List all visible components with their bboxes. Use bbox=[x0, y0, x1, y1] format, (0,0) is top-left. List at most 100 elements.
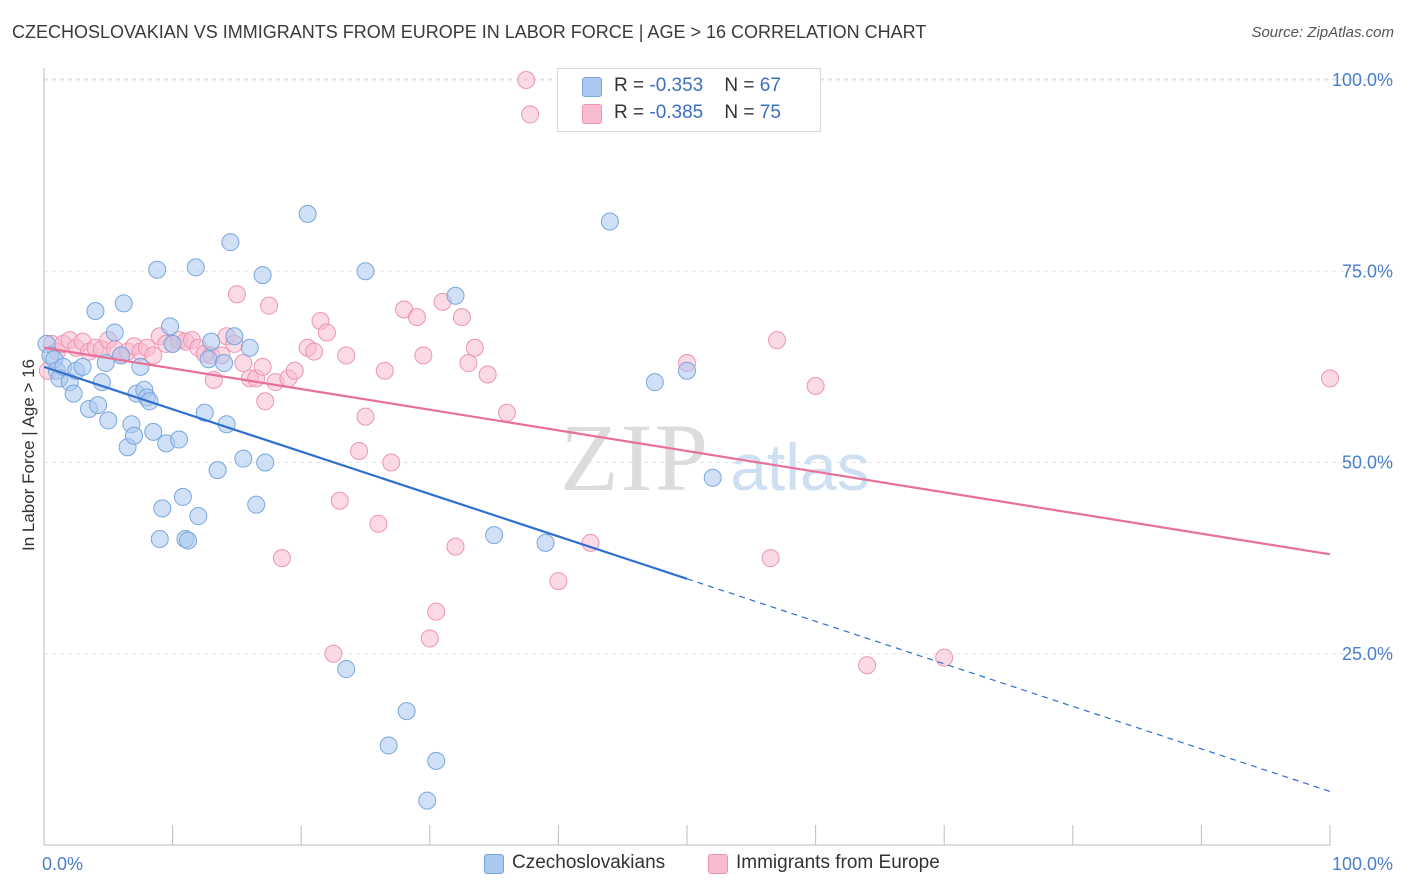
bottom-legend-swatch-blue bbox=[484, 854, 504, 874]
point-immigrants bbox=[227, 285, 246, 304]
legend-n-value-2: 75 bbox=[759, 102, 781, 123]
point-czechoslovakians bbox=[73, 357, 92, 376]
point-czechoslovakians bbox=[131, 357, 150, 376]
axes bbox=[43, 68, 1331, 846]
point-immigrants bbox=[1321, 369, 1339, 388]
point-immigrants bbox=[465, 338, 484, 357]
trend-lines bbox=[43, 346, 1331, 793]
point-czechoslovakians bbox=[234, 449, 253, 468]
legend-r-label-2: R = bbox=[614, 102, 650, 123]
point-czechoslovakians bbox=[163, 334, 182, 353]
y-tick-label: 25.0% bbox=[1342, 644, 1393, 664]
point-czechoslovakians bbox=[379, 736, 398, 755]
point-czechoslovakians bbox=[189, 507, 208, 526]
point-immigrants bbox=[317, 323, 336, 342]
watermark: ZIP atlas bbox=[560, 404, 870, 511]
point-czechoslovakians bbox=[125, 426, 144, 445]
point-czechoslovakians bbox=[86, 302, 105, 321]
point-immigrants bbox=[446, 537, 465, 556]
trend-line-czechoslovakians bbox=[43, 365, 688, 580]
point-czechoslovakians bbox=[195, 403, 214, 422]
point-immigrants bbox=[549, 572, 568, 591]
point-czechoslovakians bbox=[215, 354, 234, 373]
legend-n-label-1: N = bbox=[724, 75, 760, 96]
trend-line-czechoslovakians-extension bbox=[686, 578, 1331, 793]
point-immigrants bbox=[420, 629, 439, 648]
point-immigrants bbox=[285, 361, 304, 380]
point-czechoslovakians bbox=[105, 323, 124, 342]
point-czechoslovakians bbox=[337, 660, 356, 679]
point-immigrants bbox=[517, 71, 536, 89]
point-immigrants bbox=[253, 357, 272, 376]
point-czechoslovakians bbox=[247, 495, 266, 514]
point-immigrants bbox=[382, 453, 401, 472]
point-czechoslovakians bbox=[114, 294, 133, 313]
point-czechoslovakians bbox=[150, 530, 169, 548]
point-czechoslovakians bbox=[418, 791, 437, 810]
point-czechoslovakians bbox=[485, 526, 504, 545]
point-immigrants bbox=[260, 296, 279, 315]
point-czechoslovakians bbox=[99, 411, 118, 430]
point-czechoslovakians bbox=[397, 702, 416, 721]
point-czechoslovakians bbox=[225, 327, 244, 346]
point-czechoslovakians bbox=[240, 338, 259, 357]
stats-legend: R = -0.353 N = 67 R = -0.385 N = 75 bbox=[557, 68, 821, 132]
legend-swatch-pink bbox=[582, 104, 602, 124]
point-immigrants bbox=[305, 342, 324, 361]
point-czechoslovakians bbox=[221, 233, 240, 252]
watermark-zip: ZIP bbox=[560, 404, 710, 511]
point-czechoslovakians bbox=[202, 332, 221, 351]
point-czechoslovakians bbox=[144, 422, 163, 441]
y-axis-label: In Labor Force | Age > 16 bbox=[19, 359, 38, 551]
point-immigrants bbox=[478, 365, 497, 384]
point-czechoslovakians bbox=[356, 262, 375, 281]
chart-title: CZECHOSLOVAKIAN VS IMMIGRANTS FROM EUROP… bbox=[12, 22, 927, 42]
point-czechoslovakians bbox=[678, 361, 696, 380]
legend-r-value-1: -0.353 bbox=[649, 75, 704, 96]
point-czechoslovakians bbox=[703, 468, 722, 487]
legend-n-value-1: 67 bbox=[759, 75, 781, 96]
point-immigrants bbox=[337, 346, 356, 365]
point-czechoslovakians bbox=[179, 531, 198, 550]
point-czechoslovakians bbox=[186, 258, 205, 277]
point-immigrants bbox=[324, 644, 343, 663]
point-immigrants bbox=[581, 533, 600, 552]
point-immigrants bbox=[272, 549, 291, 568]
y-tick-label: 100.0% bbox=[1332, 70, 1393, 90]
point-immigrants bbox=[256, 392, 275, 411]
trend-line-immigrants bbox=[43, 346, 1331, 556]
source-label: Source: ZipAtlas.com bbox=[1251, 24, 1394, 41]
bottom-legend-swatch-pink bbox=[708, 854, 728, 874]
y-tick-label: 75.0% bbox=[1342, 261, 1393, 281]
point-immigrants bbox=[858, 656, 877, 675]
point-czechoslovakians bbox=[64, 384, 83, 403]
point-czechoslovakians bbox=[600, 212, 619, 231]
point-immigrants bbox=[459, 354, 478, 373]
legend-r-label-1: R = bbox=[614, 75, 650, 96]
point-czechoslovakians bbox=[148, 260, 167, 279]
series-czechoslovakians bbox=[37, 204, 722, 810]
point-czechoslovakians bbox=[298, 204, 317, 223]
point-immigrants bbox=[330, 491, 349, 510]
point-immigrants bbox=[144, 346, 163, 365]
point-immigrants bbox=[369, 514, 388, 533]
point-immigrants bbox=[356, 407, 375, 426]
x-tick-label-max: 100.0% bbox=[1332, 854, 1393, 874]
point-immigrants bbox=[806, 377, 825, 395]
point-immigrants bbox=[234, 354, 253, 373]
point-czechoslovakians bbox=[253, 266, 272, 285]
point-immigrants bbox=[375, 361, 394, 380]
point-immigrants bbox=[414, 346, 433, 365]
point-immigrants bbox=[452, 308, 471, 327]
watermark-atlas: atlas bbox=[730, 430, 869, 504]
legend-swatch-blue bbox=[582, 77, 602, 97]
point-czechoslovakians bbox=[645, 373, 664, 392]
tick-labels: 25.0% 50.0% 75.0% 100.0% 0.0% 100.0% bbox=[42, 70, 1393, 874]
point-czechoslovakians bbox=[89, 396, 108, 415]
point-immigrants bbox=[768, 331, 787, 350]
point-czechoslovakians bbox=[427, 751, 446, 770]
point-immigrants bbox=[935, 648, 954, 667]
point-immigrants bbox=[761, 549, 780, 568]
point-czechoslovakians bbox=[256, 453, 275, 472]
